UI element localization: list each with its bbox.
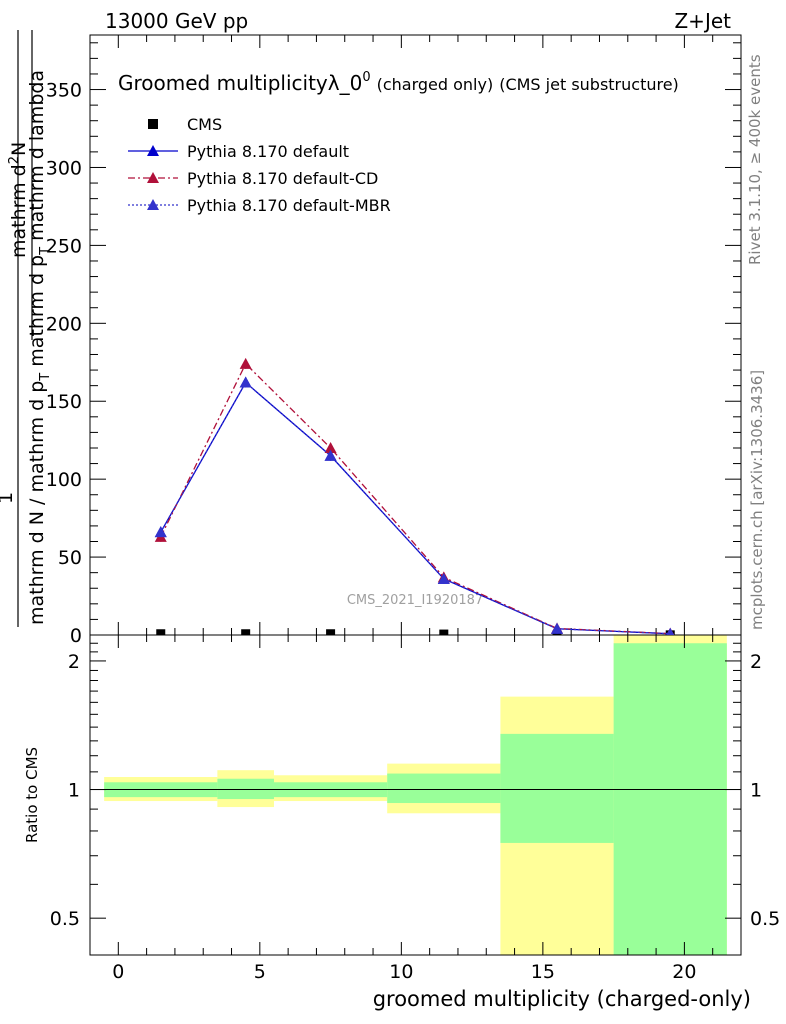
series-marker-3 xyxy=(154,526,167,538)
legend-label: Pythia 8.170 default-CD xyxy=(187,169,378,188)
ylabel-inner-numerator: mathrm d2N xyxy=(7,142,30,258)
plot-title: Groomed multiplicityλ_00 (charged only) (C… xyxy=(118,70,679,95)
ratio-y-tick-label-left: 2 xyxy=(68,651,80,673)
y-tick-label: 100 xyxy=(46,469,82,491)
energy-label: 13000 GeV pp xyxy=(105,9,248,33)
title-main: Groomed multiplicityλ_0 xyxy=(118,71,362,95)
ratio-bands xyxy=(104,635,727,955)
series-marker-3 xyxy=(239,376,252,388)
ratio-plot-frame xyxy=(89,634,742,956)
title-sup: 0 xyxy=(362,70,370,85)
title-small: (charged only) xyxy=(377,75,494,94)
y-tick-label: 250 xyxy=(46,235,82,257)
series-marker-3 xyxy=(437,572,450,584)
series-line-2 xyxy=(160,362,671,635)
ratio-y-tick-label-left: 1 xyxy=(68,780,80,802)
axis-ticks xyxy=(89,35,741,955)
cms-data-point xyxy=(156,629,166,635)
y-tick-label: 0 xyxy=(70,625,82,647)
legend-label: Pythia 8.170 default xyxy=(187,142,349,161)
x-tick-label: 5 xyxy=(254,961,266,983)
y-tick-label: 200 xyxy=(46,313,82,335)
analysis-watermark: CMS_2021_I1920187 xyxy=(347,593,483,608)
ylabel-numerator: 1 xyxy=(0,492,17,504)
y-tick-label: 350 xyxy=(46,80,82,102)
series-marker-2 xyxy=(239,357,252,369)
x-axis-label: groomed multiplicity (charged-only) xyxy=(373,987,751,1011)
ratio-y-tick-label-right: 2 xyxy=(750,651,762,673)
x-tick-label: 10 xyxy=(389,961,413,983)
process-label: Z+Jet xyxy=(674,9,731,33)
cms-data-point xyxy=(241,629,251,635)
y-tick-label: 150 xyxy=(46,391,82,413)
legend: CMS Pythia 8.170 default Pythia 8.170 defa… xyxy=(128,115,391,215)
legend-marker xyxy=(147,172,159,183)
legend-marker-cms xyxy=(148,119,158,129)
cms-data-point xyxy=(439,629,449,635)
legend-marker xyxy=(147,199,159,210)
ratio-y-tick-label-right: 1 xyxy=(750,780,762,802)
mcplots-label: mcplots.cern.ch [arXiv:1306.3436] xyxy=(748,370,766,630)
ylabel-denominator: mathrm d N / mathrm d pT mathrm d pT mat… xyxy=(26,70,53,625)
ratio-band-green xyxy=(217,778,274,800)
ratio-band-green xyxy=(613,643,727,955)
x-tick-label: 0 xyxy=(112,961,124,983)
x-tick-label: 15 xyxy=(531,961,555,983)
y-axis-label: 1 mathrm d N / mathrm d pT mathrm d pT m… xyxy=(0,30,53,627)
legend-label: CMS xyxy=(187,115,222,134)
legend-label: Pythia 8.170 default-MBR xyxy=(187,196,391,215)
series-marker-2 xyxy=(324,441,337,453)
cms-data-point xyxy=(326,629,336,635)
ratio-y-tick-label-left: 0.5 xyxy=(50,908,80,930)
rivet-label: Rivet 3.1.10, ≥ 400k events xyxy=(746,54,764,265)
series-layer xyxy=(154,357,675,635)
legend-marker xyxy=(147,145,159,156)
ratio-band-green xyxy=(500,733,614,843)
y-tick-label: 300 xyxy=(46,157,82,179)
tick-labels: 0 5 10 15 20 50 100 150 200 250 300 350 0 0.5 0.5 1 1 2 2 xyxy=(46,80,780,983)
ratio-ylabel: Ratio to CMS xyxy=(23,747,41,843)
y-tick-label: 50 xyxy=(58,547,82,569)
series-marker-3 xyxy=(666,627,675,635)
series-line-1 xyxy=(160,381,671,635)
x-tick-label: 20 xyxy=(672,961,696,983)
ratio-band-green xyxy=(387,773,501,804)
series-marker-3 xyxy=(324,449,337,461)
ratio-y-tick-label-right: 0.5 xyxy=(750,908,780,930)
series-marker-3 xyxy=(551,622,564,634)
title-tail: (CMS jet substructure) xyxy=(499,75,679,94)
